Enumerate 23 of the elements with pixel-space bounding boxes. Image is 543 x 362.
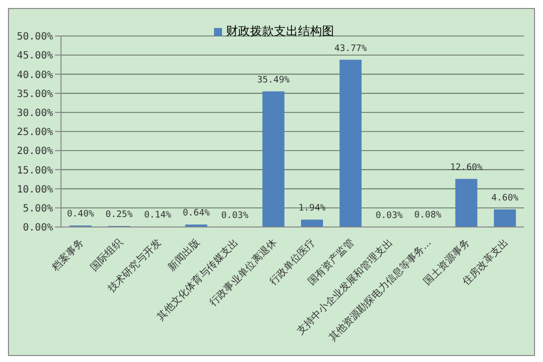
data-label: 0.14%	[144, 210, 172, 220]
data-label: 43.77%	[334, 44, 368, 54]
y-tick-label: 40.00%	[16, 70, 53, 81]
data-label: 0.03%	[376, 210, 404, 221]
y-tick-label: 35.00%	[16, 88, 53, 100]
data-label: 4.60%	[491, 193, 520, 204]
y-tick-label: 50.00%	[16, 32, 53, 43]
data-label: 0.64%	[182, 208, 210, 219]
data-label: 0.25%	[106, 210, 134, 220]
y-tick-label: 15.00%	[16, 165, 53, 176]
legend-label: 财政拨款支出结构图	[226, 24, 334, 38]
y-tick-label: 0.00%	[22, 222, 53, 234]
y-tick-label: 25.00%	[16, 127, 53, 138]
data-label: 0.03%	[221, 210, 249, 221]
y-tick-label: 5.00%	[22, 203, 53, 214]
y-tick-label: 20.00%	[16, 146, 53, 158]
data-label: 0.08%	[414, 210, 442, 221]
data-label: 0.40%	[66, 209, 95, 220]
y-tick-label: 30.00%	[16, 108, 53, 119]
x-tick-label: 档案事务	[48, 236, 86, 274]
y-tick-label: 45.00%	[16, 50, 53, 62]
y-tick-label: 10.00%	[16, 184, 53, 196]
data-label: 35.49%	[257, 75, 290, 86]
